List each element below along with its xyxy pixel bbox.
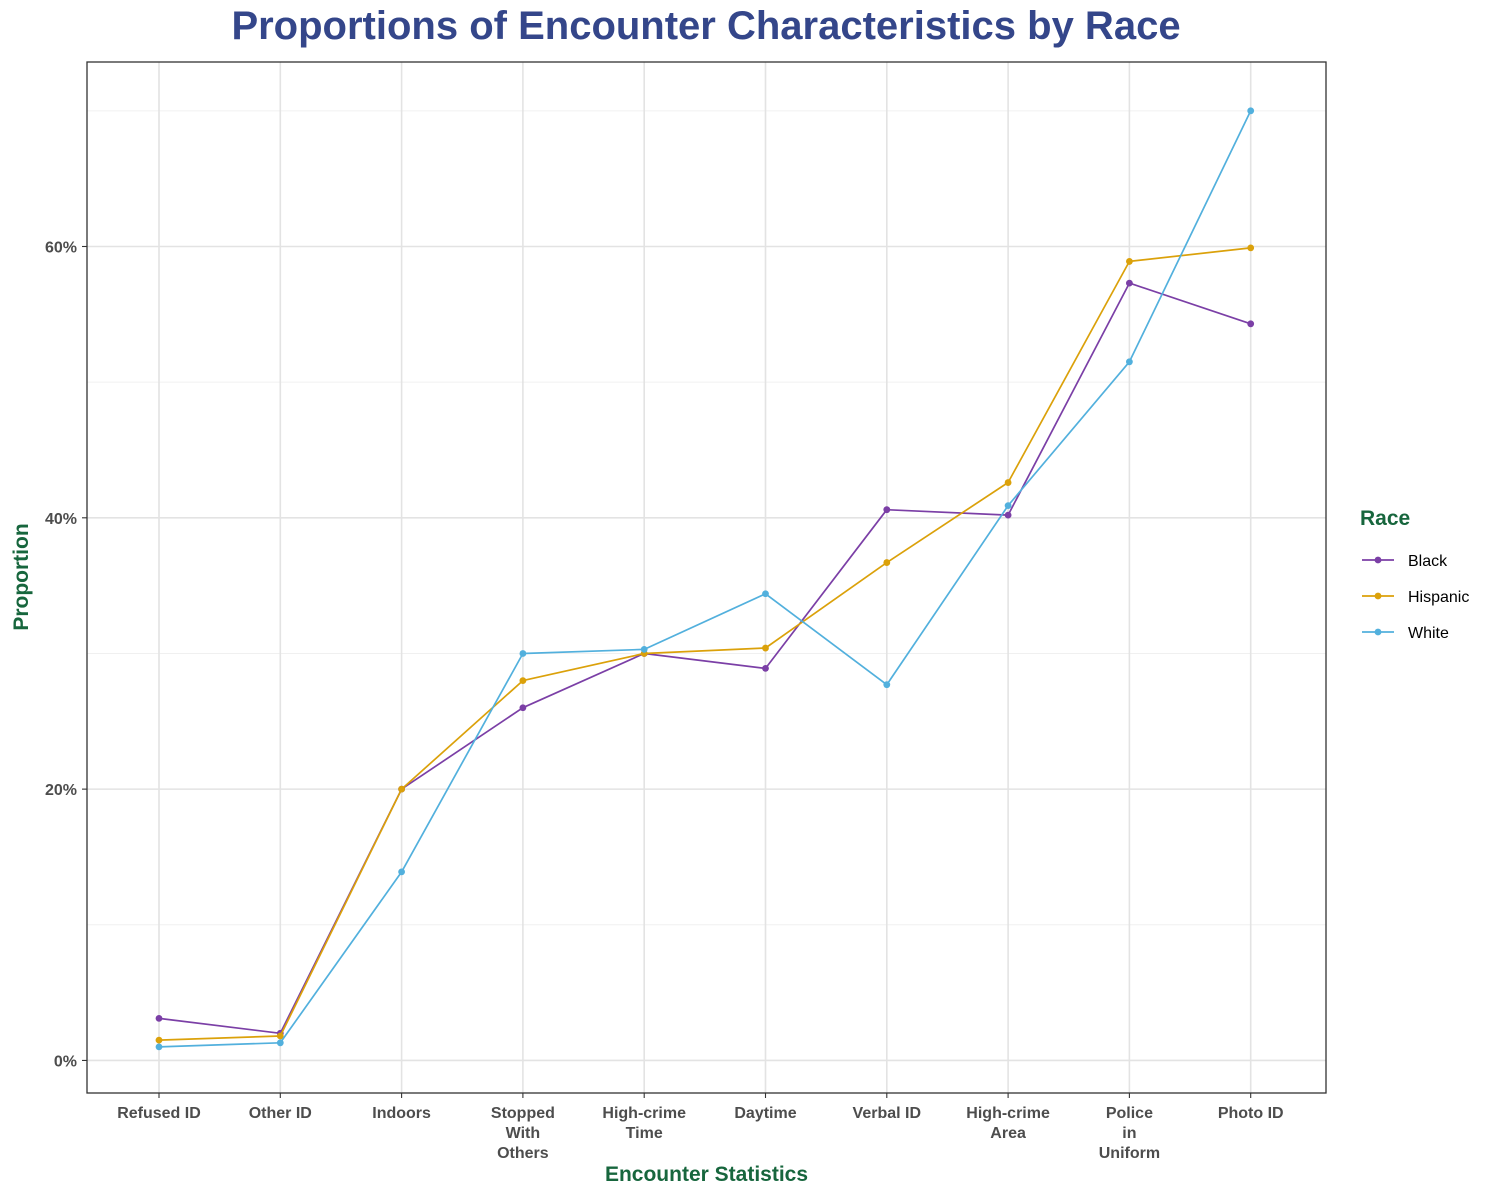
data-point-black [883, 506, 891, 514]
x-tick-label: Police in Uniform [1099, 1105, 1160, 1162]
data-point-hispanic [1004, 479, 1012, 486]
data-point-black [1004, 511, 1012, 519]
series-line-hispanic [158, 247, 1251, 1041]
x-axis-title: Encounter Statistics [604, 1163, 809, 1186]
y-tick-label: 20% [45, 782, 77, 799]
x-tick-label-line: Photo ID [1218, 1105, 1284, 1122]
x-tick-label-line: Time [626, 1125, 663, 1142]
x-tick-label: High-crime Time [602, 1105, 686, 1142]
x-tick-label-line: Indoors [372, 1105, 431, 1122]
series-layer [155, 107, 1255, 1051]
y-tick-label: 40% [45, 511, 77, 528]
x-tick-label: High-crime Area [966, 1105, 1050, 1142]
x-tick-label: Stopped With Others [491, 1105, 555, 1162]
data-point-white [883, 681, 891, 689]
data-point-white [1126, 358, 1133, 366]
x-tick-label-line: Daytime [734, 1105, 796, 1122]
x-tick-label-line: Other ID [249, 1105, 312, 1122]
legend-label-black: Black [1408, 553, 1448, 570]
grid-layer [87, 62, 1326, 1093]
legend-label-hispanic: Hispanic [1408, 589, 1469, 606]
data-point-hispanic [398, 785, 405, 793]
y-tick-label: 0% [54, 1053, 77, 1070]
data-point-white [1247, 107, 1255, 115]
x-tick-label-line: High-crime [966, 1105, 1050, 1122]
x-tick-label: Daytime [734, 1105, 796, 1122]
series-line-black [158, 282, 1251, 1035]
data-point-white [155, 1043, 163, 1051]
x-tick-label-line: Police [1106, 1105, 1153, 1122]
data-point-white [276, 1039, 284, 1047]
x-tick-label-line: Area [990, 1125, 1026, 1142]
x-tick-label-line: Others [497, 1145, 549, 1162]
plot-panel-border [86, 61, 1327, 1094]
data-point-black [155, 1014, 163, 1022]
legend-title: Race [1360, 507, 1411, 530]
y-axis-title: Proportion [10, 523, 33, 631]
legend-key-point-hispanic [1374, 592, 1382, 600]
data-point-white [398, 868, 405, 876]
data-point-black [762, 664, 769, 672]
data-point-black [519, 704, 527, 712]
x-tick-label-line: Uniform [1099, 1145, 1160, 1162]
y-tick-label: 60% [45, 239, 77, 256]
x-tick-label: Indoors [372, 1105, 431, 1122]
legend-key-point-black [1374, 556, 1382, 564]
data-point-white [1004, 502, 1012, 510]
x-tick-label: Photo ID [1218, 1105, 1284, 1122]
data-point-hispanic [762, 644, 769, 652]
x-tick-label: Verbal ID [853, 1105, 921, 1122]
axis-layer: 0% 20% 40% 60% Refused ID Other ID Indoors Stop… [45, 239, 1284, 1162]
x-tick-label-line: With [506, 1125, 541, 1142]
data-point-black [1126, 279, 1133, 287]
data-point-black [1247, 320, 1255, 328]
x-tick-label: Refused ID [117, 1105, 201, 1122]
data-point-white [640, 645, 648, 653]
data-point-hispanic [1247, 244, 1255, 252]
data-point-hispanic [1126, 258, 1133, 265]
data-point-hispanic [519, 677, 527, 684]
legend-label-white: White [1408, 625, 1449, 642]
legend: Black Hispanic White [1362, 553, 1469, 642]
data-point-hispanic [883, 559, 891, 566]
data-point-hispanic [276, 1032, 284, 1040]
legend-key-point-white [1374, 628, 1382, 636]
x-tick-label-line: Verbal ID [853, 1105, 921, 1122]
chart-title: Proportions of Encounter Characteristics… [231, 4, 1181, 48]
data-point-white [762, 590, 769, 598]
x-tick-label-line: Refused ID [117, 1105, 201, 1122]
x-tick-label-line: High-crime [602, 1105, 686, 1122]
x-tick-label-line: in [1122, 1125, 1136, 1142]
series-line-white [158, 110, 1252, 1048]
x-tick-label: Other ID [249, 1105, 312, 1122]
data-point-white [519, 650, 527, 657]
data-point-hispanic [155, 1036, 163, 1044]
x-tick-label-line: Stopped [491, 1105, 555, 1122]
